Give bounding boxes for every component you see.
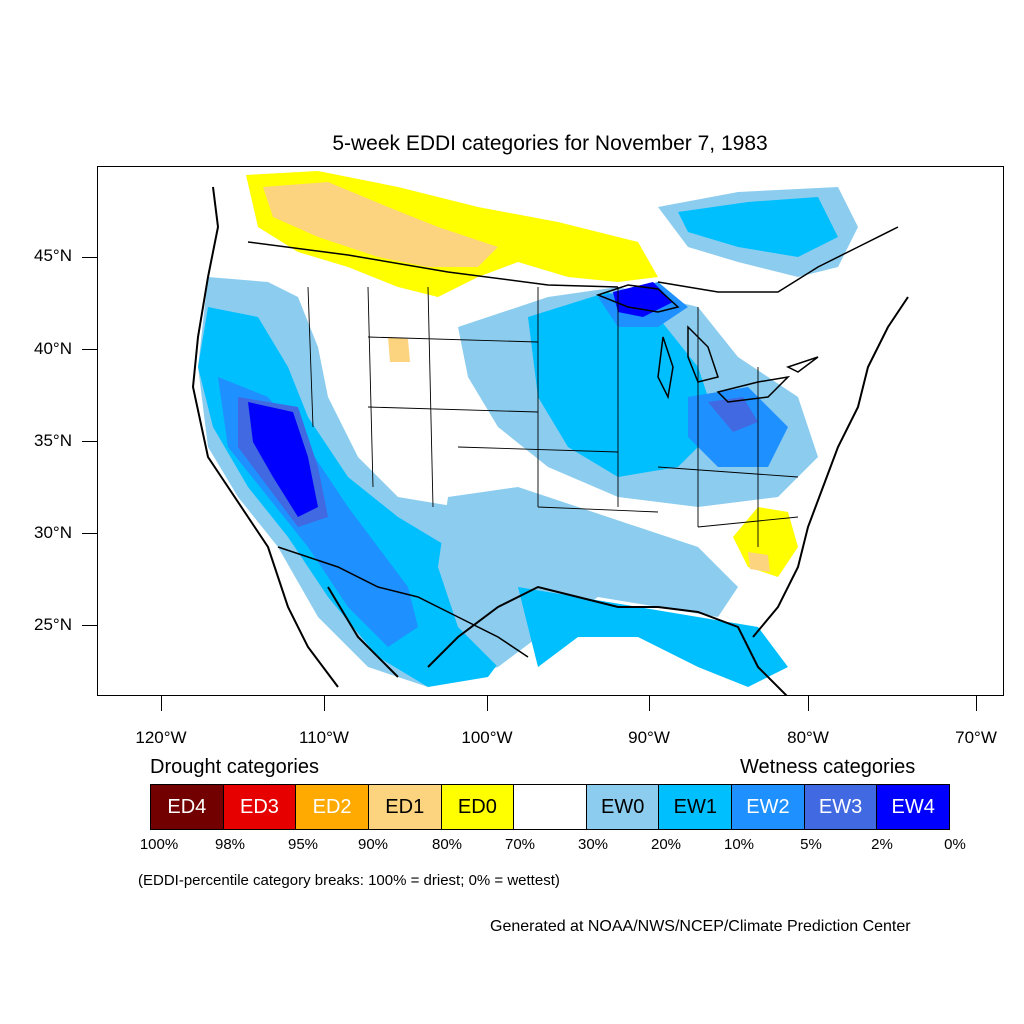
legend-label: EW1 [673,795,717,818]
percentile-break: 30% [577,836,609,853]
great-lakes [595,284,819,403]
lon-label-110w: 110°W [299,728,349,747]
ed1-region-wyoming [388,337,410,362]
lat-label-30n: 30°N [34,523,72,542]
credit-line: Generated at NOAA/NWS/NCEP/Climate Predi… [490,918,911,935]
percentile-break: 80% [431,836,463,853]
lon-label-100w: 100°W [461,728,513,747]
percentile-break: 10% [723,836,755,853]
ew3-region-kentucky [708,397,758,432]
legend-label: ED1 [385,795,425,818]
legend-box-ed4: ED4 [151,785,224,829]
ew0-region-texas [438,487,738,667]
legend-label: EW2 [746,795,790,818]
percentile-break: 2% [871,836,893,853]
percentile-break: 90% [357,836,389,853]
map-canvas [191,171,909,695]
legend-box-ew1: EW1 [659,785,733,829]
lat-label-45n: 45°N [34,246,72,265]
wetness-categories-heading: Wetness categories [740,756,916,778]
lat-label-25n: 25°N [34,615,72,634]
ew1-region-gulf [518,587,788,687]
eddi-map [97,166,1004,696]
legend-box-ew4: EW4 [877,785,950,829]
lat-tick [82,625,97,626]
percentile-break: 20% [650,836,682,853]
border-us-canada [247,226,899,293]
lat-tick [82,441,97,442]
percentile-break: 98% [214,836,246,853]
percentile-break: 100% [139,836,179,853]
legend-box-ed2: ED2 [296,785,369,829]
lon-label-90w: 90°W [628,728,670,747]
legend-box-ed3: ED3 [223,785,297,829]
lon-tick [976,696,977,711]
legend-colorbar: ED4 ED3 ED2 ED1 ED0 EW0 EW1 EW2 EW3 EW4 [150,784,950,830]
legend-box-ew0: EW0 [586,785,660,829]
legend-label: ED2 [312,795,352,818]
coastline [191,186,909,695]
legend-box-ed0: ED0 [441,785,515,829]
ew4-region-nevada [248,402,318,517]
lon-tick [324,696,325,711]
ed1-region-georgia [748,552,770,572]
lon-tick [808,696,809,711]
lon-label-70w: 70°W [955,728,997,747]
legend-label: EW0 [600,795,645,818]
drought-categories-heading: Drought categories [150,756,319,778]
lat-tick [82,349,97,350]
legend-label: EW3 [818,795,863,818]
legend-label: ED0 [457,795,497,818]
lon-tick [161,696,162,711]
ew1-region-west [198,307,518,687]
ew1-region-quebec [678,197,838,257]
legend-label: ED4 [167,795,207,818]
percentile-break: 95% [287,836,319,853]
legend-box-ew2: EW2 [732,785,805,829]
mexico-border [277,546,529,658]
category-breaks-note: (EDDI-percentile category breaks: 100% =… [138,872,560,889]
lat-label-40n: 40°N [34,339,72,358]
percentile-break: 5% [800,836,822,853]
percentile-break: 70% [504,836,536,853]
lat-tick [82,533,97,534]
legend-label: EW4 [891,795,935,818]
state-borders [307,286,799,547]
lat-label-35n: 35°N [34,431,72,450]
legend-label: ED3 [240,795,279,818]
lon-label-120w: 120°W [135,728,187,747]
ew1-region-midwest [528,292,718,477]
legend-box-ew3: EW3 [804,785,878,829]
percentile-break: 0% [944,836,966,853]
ed1-region-canada [263,182,498,267]
ew4-region-superior [613,282,673,317]
lat-tick [82,257,97,258]
lon-label-80w: 80°W [787,728,829,747]
map-title: 5-week EDDI categories for November 7, 1… [332,132,768,155]
legend-box-ed1: ED1 [368,785,442,829]
lon-tick [487,696,488,711]
lon-tick [649,696,650,711]
legend-box-normal [514,785,587,829]
